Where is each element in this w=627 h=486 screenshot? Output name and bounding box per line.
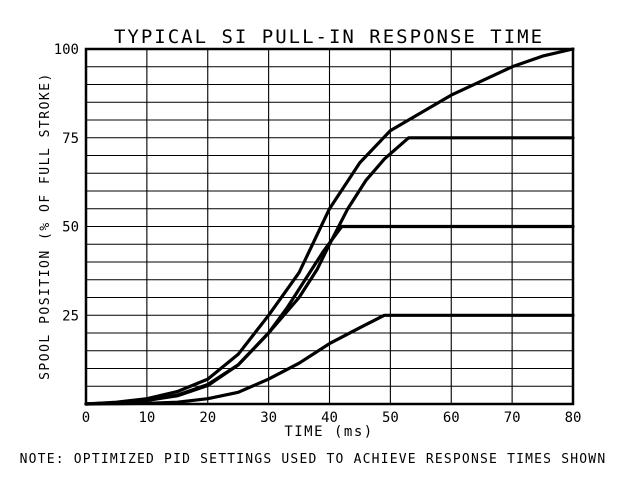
- chart-title: TYPICAL SI PULL-IN RESPONSE TIME: [114, 26, 544, 48]
- y-tick-label: 100: [54, 42, 79, 58]
- footnote: NOTE: OPTIMIZED PID SETTINGS USED TO ACH…: [20, 452, 607, 467]
- series-line: [84, 47, 575, 406]
- x-tick-label: 50: [382, 410, 399, 426]
- x-tick-label: 30: [260, 410, 277, 426]
- y-tick-label: 50: [62, 220, 79, 236]
- y-tick-label: 25: [62, 308, 79, 324]
- x-tick-label: 60: [443, 410, 460, 426]
- y-tick-label: 75: [62, 131, 79, 147]
- x-tick-label: 20: [199, 410, 216, 426]
- x-tick-label: 70: [504, 410, 521, 426]
- x-tick-label: 40: [321, 410, 338, 426]
- plot-frame: [84, 47, 575, 406]
- x-tick-label: 0: [82, 410, 90, 426]
- x-axis-label: TIME (ms): [284, 424, 373, 440]
- y-tick-labels: 25 50 75 100: [54, 42, 79, 324]
- y-axis-label: SPOOL POSITION (% OF FULL STROKE): [38, 72, 53, 380]
- x-tick-label: 80: [565, 410, 582, 426]
- series-lines: [84, 47, 575, 406]
- series-line: [84, 136, 575, 406]
- x-tick-labels: 0 10 20 30 40 50 60 70 80: [82, 410, 582, 426]
- series-line: [84, 313, 575, 406]
- x-tick-label: 10: [138, 410, 155, 426]
